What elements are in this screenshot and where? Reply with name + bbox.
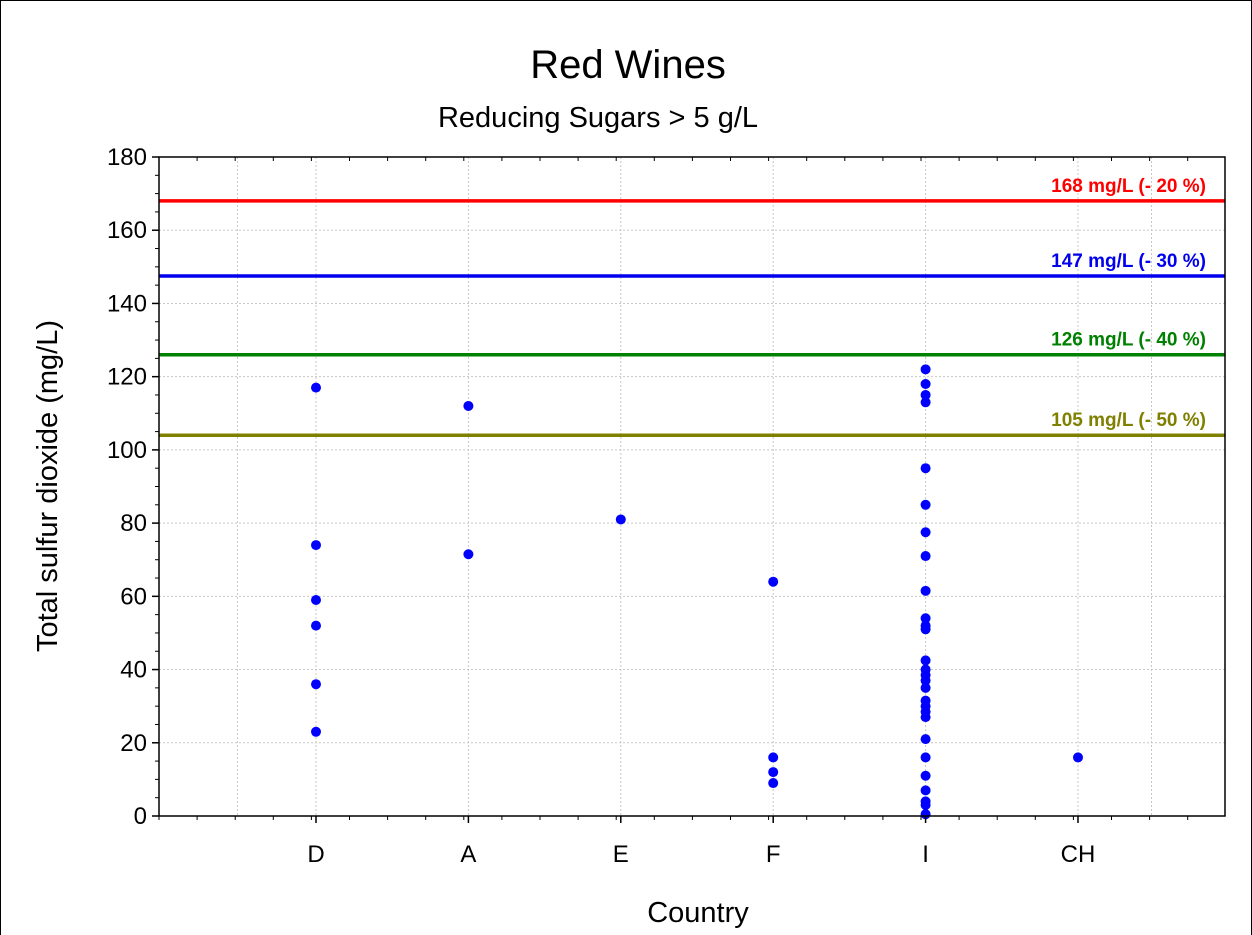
y-tick-label: 60: [120, 583, 147, 610]
data-point: [768, 767, 779, 778]
data-point: [920, 585, 931, 596]
data-point: [920, 712, 931, 723]
data-point: [463, 549, 474, 560]
y-tick-label: 40: [120, 657, 147, 684]
data-point: [920, 655, 931, 666]
data-point: [311, 382, 321, 393]
data-point: [920, 551, 931, 562]
data-point: [920, 389, 931, 400]
data-point: [920, 800, 931, 811]
y-tick-label: 20: [120, 730, 147, 757]
reference-line-label: 126 mg/L (- 40 %): [1051, 330, 1206, 351]
axes: 0 20 40 60 80 100 120 140 160 180 D A E F I CH: [107, 144, 1189, 868]
x-tick-label: D: [307, 841, 324, 868]
data-point: [615, 514, 626, 525]
data-point: [463, 400, 474, 411]
data-point: [920, 499, 931, 510]
x-axis-label: Country: [647, 897, 749, 929]
x-tick-label: CH: [1061, 841, 1096, 868]
y-tick-label: 180: [107, 144, 147, 171]
y-tick-label: 120: [107, 364, 147, 391]
data-point: [920, 378, 931, 389]
data-point: [1073, 752, 1083, 763]
reference-line-label: 147 mg/L (- 30 %): [1051, 251, 1206, 272]
data-point: [768, 778, 779, 789]
data-point: [311, 679, 321, 690]
y-tick-label: 100: [107, 437, 147, 464]
data-point: [920, 624, 931, 635]
data-point: [920, 734, 931, 745]
data-point: [311, 620, 321, 631]
data-point: [920, 364, 931, 375]
data-point: [311, 540, 321, 551]
data-point: [311, 726, 321, 737]
x-tick-label: A: [460, 841, 476, 868]
data-point: [920, 527, 931, 538]
y-axis-label: Total sulfur dioxide (mg/L): [32, 320, 64, 652]
data-points: [311, 364, 1083, 820]
data-point: [920, 613, 931, 624]
x-tick-label: F: [766, 841, 781, 868]
data-point: [920, 770, 931, 781]
data-point: [768, 752, 779, 763]
y-tick-label: 0: [134, 803, 147, 830]
data-point: [920, 675, 931, 686]
y-tick-label: 140: [107, 290, 147, 317]
data-point: [920, 682, 931, 693]
data-point: [920, 397, 931, 408]
data-point: [920, 752, 931, 763]
reference-line-label: 168 mg/L (- 20 %): [1051, 176, 1206, 197]
reference-line-label: 105 mg/L (- 50 %): [1051, 410, 1206, 431]
x-tick-label: I: [922, 841, 929, 868]
data-point: [768, 576, 779, 587]
chart-title: Red Wines: [530, 43, 726, 87]
x-tick-label: E: [613, 841, 629, 868]
data-point: [920, 463, 931, 474]
reference-lines: 168 mg/L (- 20 %) 147 mg/L (- 30 %) 126 mg…: [159, 176, 1225, 437]
data-point: [311, 594, 321, 605]
data-point: [920, 785, 931, 796]
y-tick-label: 80: [120, 510, 147, 537]
chart-subtitle: Reducing Sugars > 5 g/L: [438, 102, 758, 134]
y-tick-label: 160: [107, 217, 147, 244]
